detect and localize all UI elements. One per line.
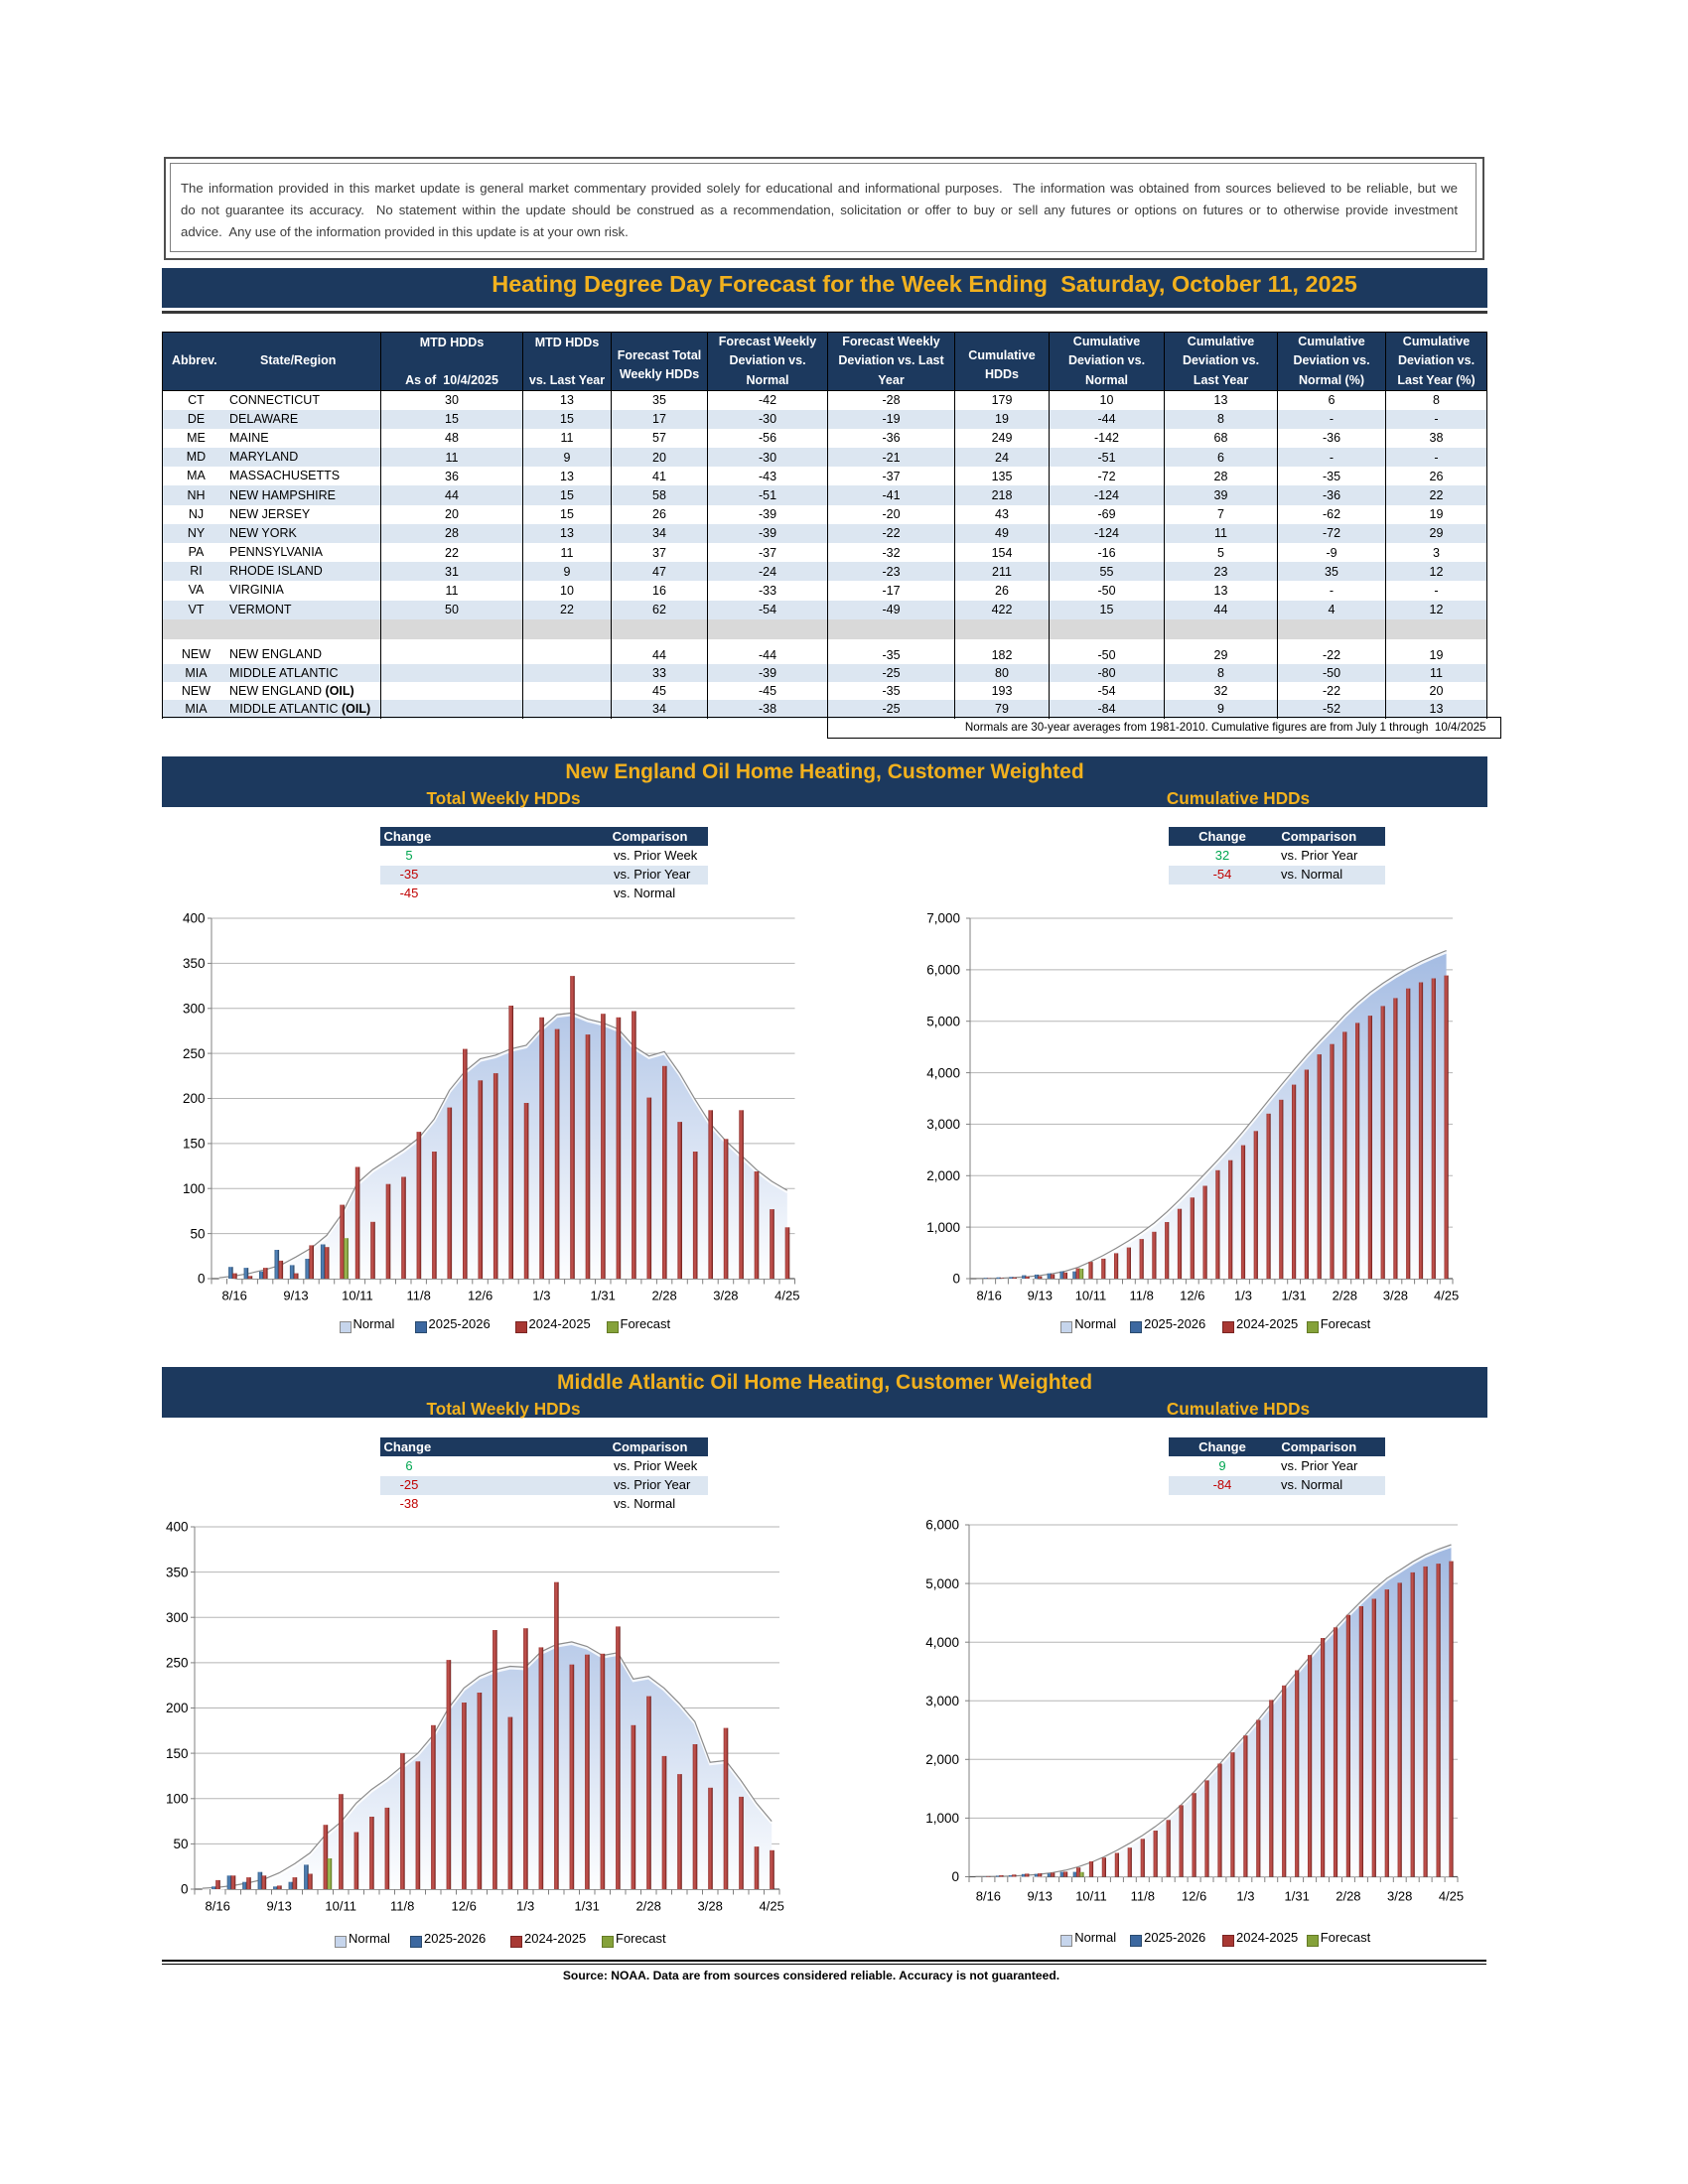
svg-text:50: 50 — [190, 1226, 205, 1241]
svg-text:50: 50 — [173, 1837, 188, 1851]
svg-text:3/28: 3/28 — [1387, 1889, 1412, 1904]
svg-text:12/6: 12/6 — [452, 1898, 477, 1913]
svg-text:8/16: 8/16 — [976, 1889, 1001, 1904]
svg-text:150: 150 — [183, 1137, 206, 1152]
svg-text:1/31: 1/31 — [575, 1898, 600, 1913]
svg-text:0: 0 — [952, 1272, 960, 1287]
svg-text:4/25: 4/25 — [1434, 1289, 1459, 1303]
svg-text:4/25: 4/25 — [774, 1289, 799, 1303]
svg-text:9/13: 9/13 — [283, 1289, 308, 1303]
svg-text:1/31: 1/31 — [1281, 1289, 1306, 1303]
svg-text:10/11: 10/11 — [1075, 1889, 1107, 1904]
svg-text:1,000: 1,000 — [925, 1811, 959, 1826]
svg-text:8/16: 8/16 — [977, 1289, 1002, 1303]
svg-text:2/28: 2/28 — [1336, 1889, 1360, 1904]
svg-text:1/31: 1/31 — [1285, 1889, 1310, 1904]
svg-text:4/25: 4/25 — [760, 1898, 784, 1913]
svg-text:250: 250 — [183, 1046, 206, 1061]
svg-text:150: 150 — [166, 1745, 189, 1760]
svg-text:3/28: 3/28 — [1383, 1289, 1408, 1303]
svg-text:3/28: 3/28 — [713, 1289, 738, 1303]
svg-text:9/13: 9/13 — [1028, 1289, 1053, 1303]
svg-text:1,000: 1,000 — [926, 1220, 960, 1235]
svg-text:5,000: 5,000 — [926, 1014, 960, 1028]
svg-text:11/8: 11/8 — [407, 1289, 431, 1303]
svg-text:1/3: 1/3 — [1236, 1889, 1254, 1904]
svg-text:400: 400 — [183, 911, 206, 926]
svg-text:1/31: 1/31 — [591, 1289, 616, 1303]
svg-text:12/6: 12/6 — [468, 1289, 492, 1303]
svg-text:2/28: 2/28 — [651, 1289, 676, 1303]
svg-text:1/3: 1/3 — [1234, 1289, 1252, 1303]
svg-text:2,000: 2,000 — [925, 1752, 959, 1767]
svg-text:4/25: 4/25 — [1439, 1889, 1464, 1904]
svg-text:350: 350 — [166, 1565, 189, 1579]
svg-text:0: 0 — [198, 1272, 206, 1287]
svg-text:11/8: 11/8 — [1131, 1889, 1155, 1904]
svg-text:3,000: 3,000 — [925, 1694, 959, 1708]
svg-text:10/11: 10/11 — [1075, 1289, 1107, 1303]
svg-text:1/3: 1/3 — [532, 1289, 550, 1303]
svg-text:5,000: 5,000 — [925, 1576, 959, 1591]
svg-text:100: 100 — [183, 1181, 206, 1196]
svg-text:6,000: 6,000 — [926, 963, 960, 978]
svg-text:9/13: 9/13 — [1028, 1889, 1053, 1904]
svg-text:4,000: 4,000 — [925, 1635, 959, 1650]
svg-text:2,000: 2,000 — [926, 1168, 960, 1183]
svg-text:400: 400 — [166, 1519, 189, 1534]
svg-text:12/6: 12/6 — [1182, 1889, 1206, 1904]
svg-text:0: 0 — [181, 1881, 189, 1896]
svg-text:12/6: 12/6 — [1180, 1289, 1204, 1303]
svg-text:300: 300 — [183, 1002, 206, 1017]
svg-text:3,000: 3,000 — [926, 1117, 960, 1132]
svg-text:6,000: 6,000 — [925, 1518, 959, 1533]
svg-text:3/28: 3/28 — [698, 1898, 723, 1913]
svg-text:9/13: 9/13 — [267, 1898, 292, 1913]
svg-text:2/28: 2/28 — [636, 1898, 661, 1913]
svg-text:7,000: 7,000 — [926, 911, 960, 926]
svg-text:2/28: 2/28 — [1333, 1289, 1357, 1303]
svg-text:8/16: 8/16 — [222, 1289, 247, 1303]
svg-text:300: 300 — [166, 1610, 189, 1625]
svg-text:100: 100 — [166, 1791, 189, 1806]
svg-text:11/8: 11/8 — [1130, 1289, 1154, 1303]
svg-text:250: 250 — [166, 1655, 189, 1670]
svg-text:1/3: 1/3 — [516, 1898, 534, 1913]
svg-text:11/8: 11/8 — [390, 1898, 414, 1913]
svg-text:10/11: 10/11 — [342, 1289, 373, 1303]
svg-text:200: 200 — [183, 1091, 206, 1106]
svg-text:0: 0 — [951, 1869, 959, 1884]
svg-text:200: 200 — [166, 1701, 189, 1715]
svg-text:4,000: 4,000 — [926, 1065, 960, 1080]
svg-text:350: 350 — [183, 956, 206, 971]
svg-text:10/11: 10/11 — [325, 1898, 356, 1913]
svg-text:8/16: 8/16 — [206, 1898, 230, 1913]
